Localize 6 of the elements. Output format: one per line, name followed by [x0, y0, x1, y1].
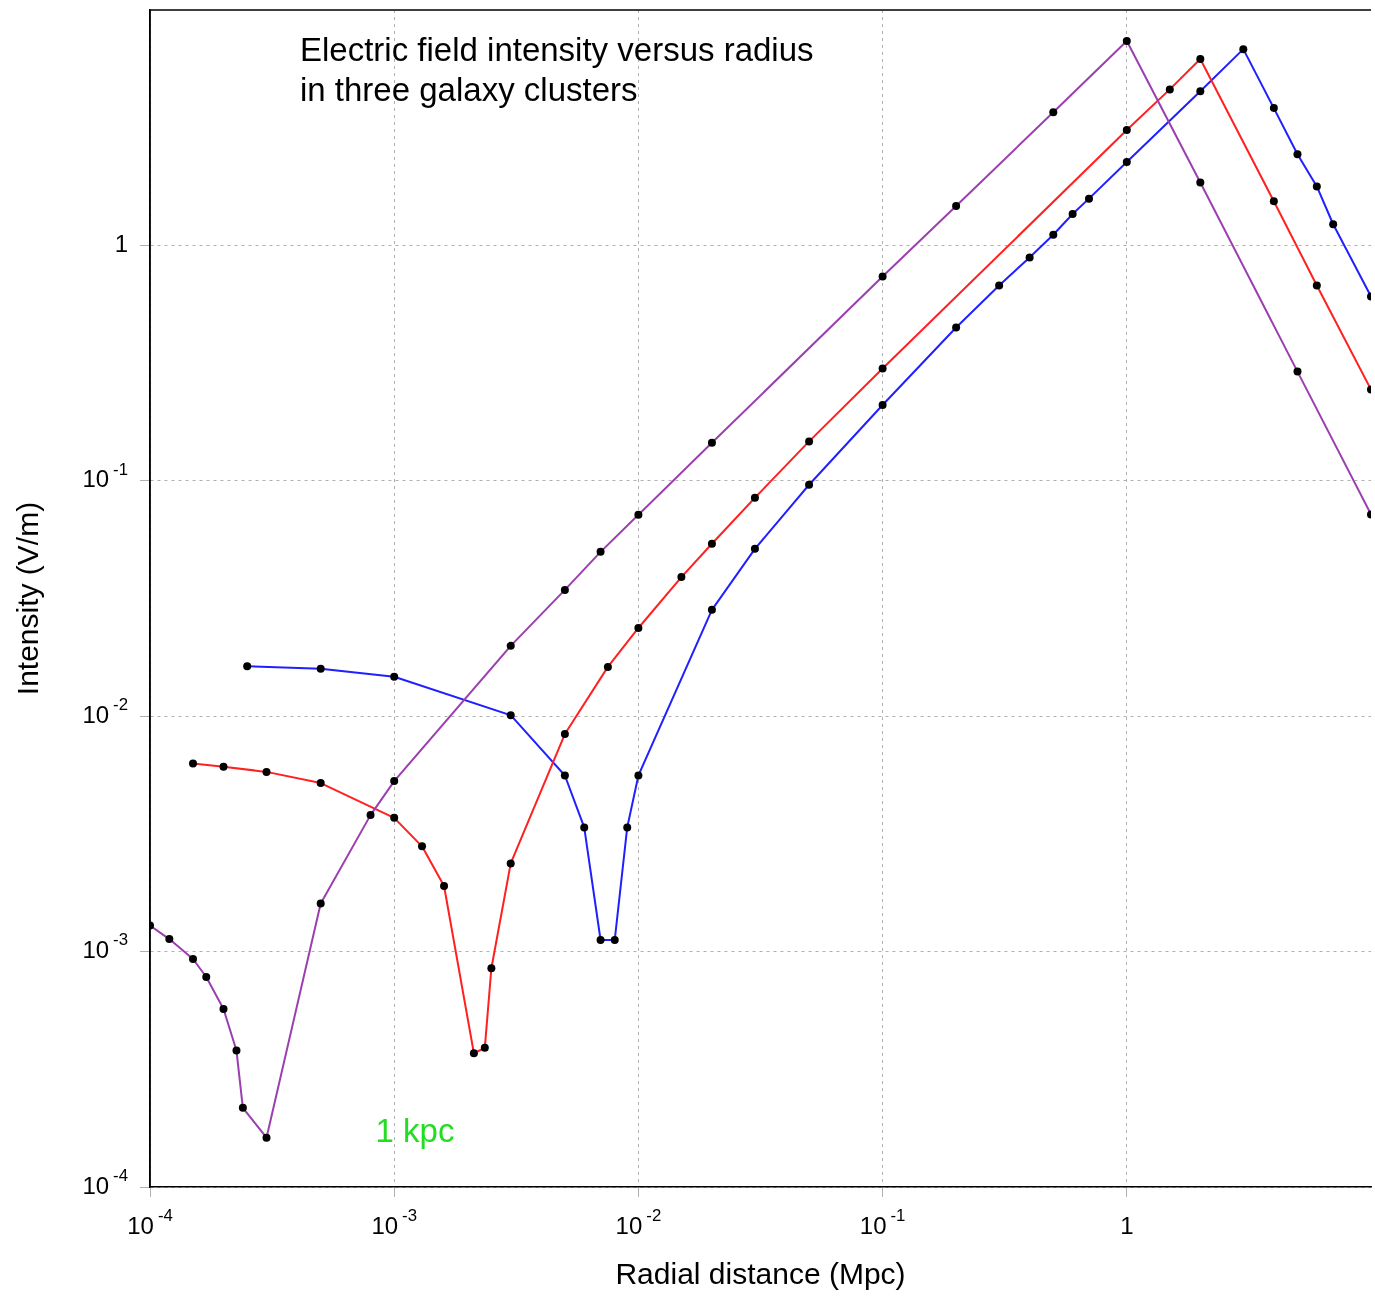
y-axis-title: Intensity (V/m)	[11, 501, 45, 696]
annotation: 1 kpc	[375, 1112, 455, 1150]
y-tick-label: 1	[114, 230, 129, 258]
text: Electric field intensity versus radius in three galaxy clusters	[300, 31, 814, 109]
x-axis-title: Radial distance (Mpc)	[615, 1257, 906, 1291]
x-tick-label: 1	[1120, 1211, 1134, 1239]
